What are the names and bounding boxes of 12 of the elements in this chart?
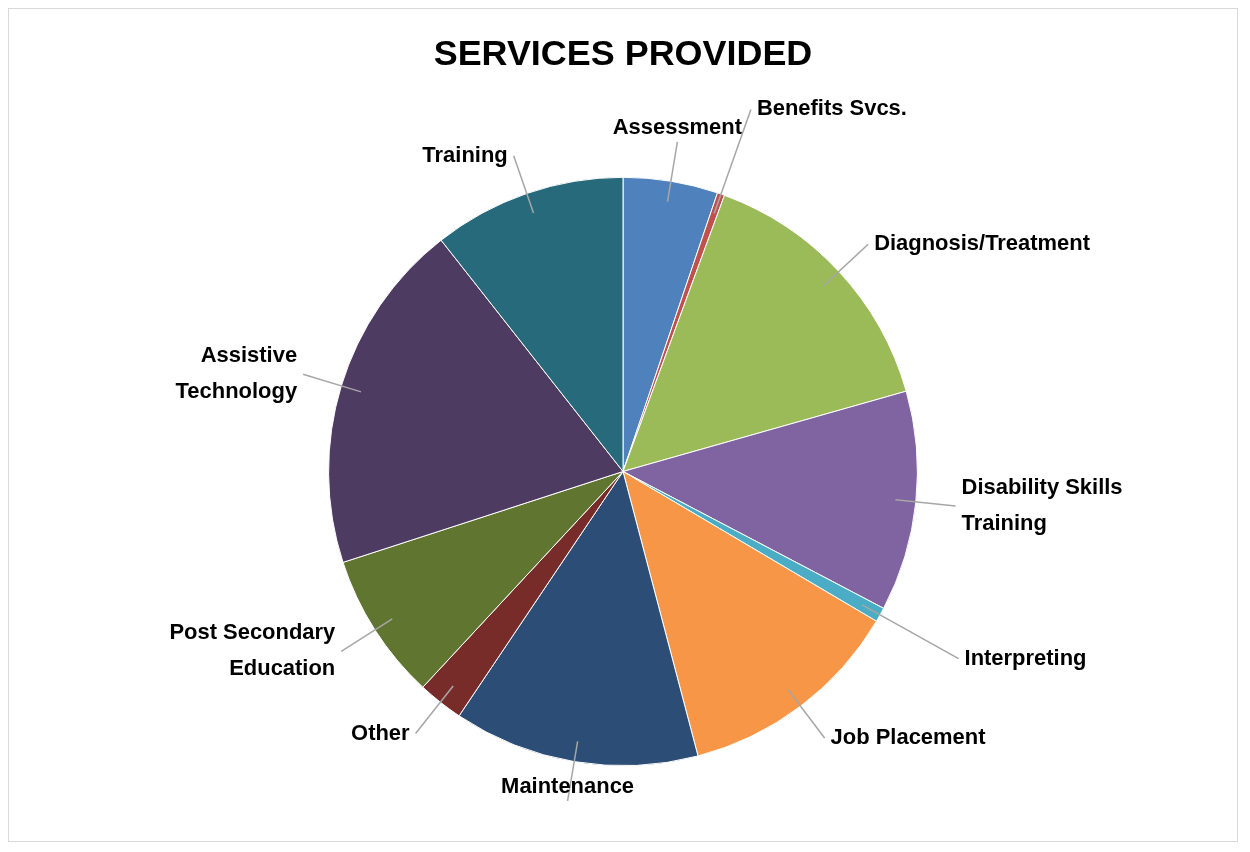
slice-label: Maintenance xyxy=(501,773,635,799)
slice-label: Assessment xyxy=(612,113,743,139)
slice-label: Assistive Technology xyxy=(175,342,298,404)
slice-label: Job Placement xyxy=(830,724,987,750)
chart-title: SERVICES PROVIDED xyxy=(433,32,813,74)
slice-label: Benefits Svcs. xyxy=(756,95,907,121)
slice-label: Training xyxy=(422,141,508,167)
slice-label: Post Secondary Education xyxy=(169,619,337,681)
slice-label: Disability Skills Training xyxy=(961,474,1123,536)
slice-label: Interpreting xyxy=(964,644,1087,670)
slice-label: Other xyxy=(351,719,411,745)
slice-label: Diagnosis/Treatment xyxy=(874,230,1091,256)
